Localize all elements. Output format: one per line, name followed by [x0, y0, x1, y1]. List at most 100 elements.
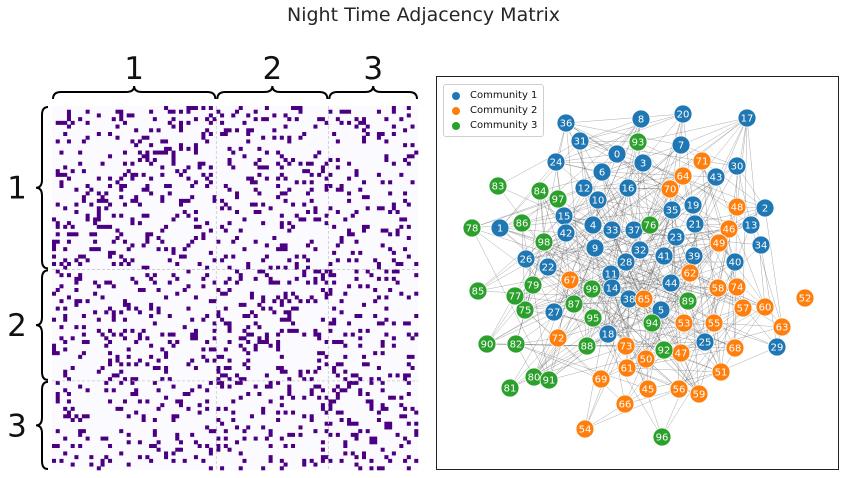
matrix-cell: [145, 154, 150, 159]
matrix-cell: [388, 247, 393, 252]
matrix-cell: [369, 458, 374, 463]
matrix-cell: [235, 236, 240, 241]
graph-edge: [764, 207, 783, 328]
graph-node: 83: [488, 176, 508, 196]
matrix-cell: [283, 410, 288, 415]
node-label: 74: [731, 283, 744, 294]
matrix-cell: [388, 373, 393, 378]
matrix-cell: [126, 440, 131, 445]
matrix-cell: [354, 124, 359, 129]
node-label: 58: [712, 284, 725, 295]
graph-edge: [514, 295, 575, 305]
node-label: 93: [632, 138, 645, 149]
matrix-cell: [205, 406, 210, 411]
node-marker: [633, 153, 653, 173]
node-label: 94: [646, 319, 659, 330]
node-marker: [564, 294, 584, 314]
graph-node: 86: [512, 213, 532, 233]
matrix-cell: [122, 299, 127, 304]
matrix-cell: [149, 191, 154, 196]
matrix-cell: [391, 109, 396, 114]
matrix-cell: [141, 265, 146, 270]
matrix-cell: [145, 232, 150, 237]
matrix-cell: [324, 176, 329, 181]
matrix-cell: [63, 406, 68, 411]
matrix-cell: [220, 224, 225, 229]
matrix-cell: [354, 239, 359, 244]
matrix-cell: [246, 314, 251, 319]
matrix-cell: [350, 373, 355, 378]
matrix-cell: [74, 276, 79, 281]
matrix-cell: [343, 354, 348, 359]
matrix-cell: [78, 273, 83, 278]
graph-node: 60: [755, 297, 775, 317]
matrix-cell: [63, 120, 68, 125]
column-brace: [52, 85, 217, 100]
matrix-cell: [122, 172, 127, 177]
matrix-cell: [208, 299, 213, 304]
matrix-cell: [205, 425, 210, 430]
matrix-cell: [291, 328, 296, 333]
node-label: 4: [590, 221, 596, 232]
graph-node: 37: [624, 220, 644, 240]
matrix-cell: [108, 254, 113, 259]
matrix-cell: [89, 247, 94, 252]
matrix-cell: [332, 132, 337, 137]
node-marker: [719, 219, 739, 239]
graph-edge: [651, 176, 717, 324]
matrix-cell: [332, 224, 337, 229]
matrix-cell: [343, 388, 348, 393]
node-label: 6: [599, 168, 605, 179]
matrix-cell: [223, 254, 228, 259]
matrix-cell: [190, 336, 195, 341]
matrix-cell: [313, 217, 318, 222]
matrix-cell: [167, 109, 172, 114]
matrix-cell: [291, 224, 296, 229]
matrix-cell: [55, 269, 60, 274]
graph-edge: [713, 322, 783, 328]
matrix-cell: [227, 366, 232, 371]
matrix-cell: [369, 380, 374, 385]
matrix-cell: [63, 451, 68, 456]
node-marker: [755, 198, 775, 218]
matrix-cell: [268, 380, 273, 385]
matrix-cell: [264, 273, 269, 278]
matrix-cell: [287, 135, 292, 140]
matrix-cell: [201, 161, 206, 166]
matrix-cell: [376, 366, 381, 371]
matrix-cell: [313, 276, 318, 281]
graph-node: 63: [772, 317, 792, 337]
column-brace: [216, 85, 329, 100]
matrix-cell: [238, 273, 243, 278]
graph-node: 62: [680, 263, 700, 283]
node-label: 50: [640, 355, 653, 366]
matrix-cell: [279, 369, 284, 374]
matrix-cell: [186, 198, 191, 203]
matrix-cell: [100, 198, 105, 203]
matrix-cell: [190, 432, 195, 437]
node-marker: [560, 270, 580, 290]
matrix-cell: [108, 340, 113, 345]
matrix-cell: [223, 429, 228, 434]
matrix-cell: [276, 410, 281, 415]
matrix-cell: [302, 269, 307, 274]
matrix-cell: [186, 213, 191, 218]
matrix-cell: [410, 143, 415, 148]
matrix-cell: [279, 154, 284, 159]
matrix-cell: [52, 217, 57, 222]
matrix-cell: [264, 165, 269, 170]
matrix-cell: [81, 198, 86, 203]
matrix-cell: [395, 373, 400, 378]
matrix-cell: [178, 447, 184, 452]
node-marker: [548, 189, 568, 209]
matrix-cell: [365, 429, 370, 434]
graph-node: 69: [591, 369, 611, 389]
matrix-cell: [130, 377, 135, 382]
matrix-cell: [208, 132, 213, 137]
matrix-cell: [134, 195, 139, 200]
matrix-cell: [216, 444, 221, 449]
node-marker: [709, 233, 729, 253]
matrix-cell: [347, 421, 352, 426]
matrix-cell: [201, 106, 206, 111]
matrix-cell: [406, 380, 411, 385]
